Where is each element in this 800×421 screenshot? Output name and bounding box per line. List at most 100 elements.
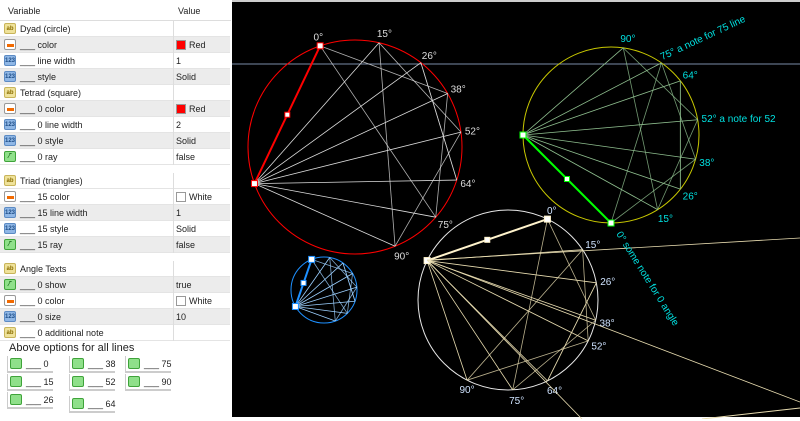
property-value[interactable]: Solid <box>176 136 196 146</box>
property-row[interactable]: ⁄‾ ___ 0 ray false <box>0 149 230 165</box>
line-toggle-button[interactable]: ___ 0 <box>7 356 53 373</box>
property-value-text: White <box>189 192 213 202</box>
number-type-icon: 123 <box>4 223 16 234</box>
property-value[interactable]: false <box>176 240 195 250</box>
property-row[interactable]: 123 ___ style Solid <box>0 69 230 85</box>
white-chord-line <box>547 218 597 321</box>
property-row[interactable]: 123 ___ 0 line width 2 <box>0 117 230 133</box>
property-value[interactable]: 10 <box>176 312 186 322</box>
property-row[interactable]: ___ color Red <box>0 37 230 53</box>
property-name: Dyad (circle) <box>20 24 71 34</box>
property-name: ___ line width <box>20 56 76 66</box>
yellow-angle-label: 75° a note for 75 line <box>659 14 748 63</box>
white-angle-line <box>426 260 468 381</box>
red-angle-label: 26° <box>422 51 437 62</box>
column-divider <box>173 261 174 277</box>
column-divider <box>173 85 174 101</box>
property-value[interactable]: Solid <box>176 72 196 82</box>
line-toggle-button[interactable]: ___ 52 <box>69 374 116 391</box>
property-row[interactable]: 123 ___ 0 size 10 <box>0 309 230 325</box>
property-value[interactable]: Solid <box>176 224 196 234</box>
red-endpoint-handle <box>316 42 324 50</box>
number-type-icon: 123 <box>4 311 16 322</box>
white-chord-line <box>467 340 589 381</box>
property-name: ___ 0 color <box>20 296 65 306</box>
property-row[interactable]: ___ 0 color Red <box>0 101 230 117</box>
line-toggle-label: ___ 38 <box>88 359 116 369</box>
red-chord-line <box>420 62 458 181</box>
variable-column-header: Variable <box>8 6 41 16</box>
property-value[interactable]: 1 <box>176 56 181 66</box>
red-angle-line <box>254 62 422 184</box>
red-chord-line <box>320 45 448 94</box>
line-toggle-button[interactable]: ___ 38 <box>69 356 116 373</box>
white-ray-line <box>426 237 800 261</box>
red-circle <box>247 39 463 255</box>
column-divider <box>173 37 174 53</box>
property-value-text: White <box>189 296 213 306</box>
red-angle-line <box>254 179 457 184</box>
property-value[interactable]: White <box>176 296 212 306</box>
property-row[interactable]: ___ 0 color White <box>0 293 230 309</box>
property-value-text: false <box>176 152 196 162</box>
white-angle-line <box>426 260 589 342</box>
red-chord-line <box>378 42 396 247</box>
property-value-text: Red <box>189 40 206 50</box>
property-row[interactable]: ___ 15 color White <box>0 189 230 205</box>
property-value[interactable]: true <box>176 280 192 290</box>
red-angle-label: 52° <box>465 127 480 138</box>
red-angle-label: 0° <box>314 32 324 43</box>
red-angle-line <box>254 183 396 247</box>
column-divider <box>173 149 174 165</box>
property-name: ___ 15 line width <box>20 208 88 218</box>
column-divider <box>173 69 174 85</box>
white-midpoint-handle <box>484 236 491 243</box>
property-name: ___ 0 style <box>20 136 64 146</box>
property-row[interactable]: ab Dyad (circle) <box>0 21 230 37</box>
property-row[interactable]: ⁄‾ ___ 0 show true <box>0 277 230 293</box>
line-toggle-button[interactable]: ___ 75 <box>125 356 172 373</box>
yellow-angle-line <box>522 134 681 190</box>
property-row[interactable]: ab ___ 0 additional note <box>0 325 230 341</box>
property-value-text: 10 <box>176 312 187 322</box>
blue-angle-line <box>295 257 331 307</box>
property-row[interactable]: 123 ___ line width 1 <box>0 53 230 69</box>
line-toggle-button[interactable]: ___ 90 <box>125 374 172 391</box>
text-type-icon: ab <box>4 23 16 34</box>
line-toggle-label: ___ 15 <box>26 377 54 387</box>
property-value[interactable]: 1 <box>176 208 181 218</box>
color-type-icon <box>4 103 16 114</box>
chart-canvas[interactable]: 0° 15° 26° 38° 52° 64° 75° 90° 15° 26° 38° 52° a no… <box>232 0 800 420</box>
boolean-type-icon <box>72 358 84 369</box>
property-value[interactable]: White <box>176 192 212 202</box>
property-value[interactable]: Red <box>176 104 206 114</box>
column-divider <box>173 133 174 149</box>
property-row[interactable]: ab Tetrad (square) <box>0 85 230 101</box>
property-row[interactable]: ab Triad (triangles) <box>0 173 230 189</box>
line-toggle-button[interactable]: ___ 26 <box>7 392 54 409</box>
value-column-header: Value <box>178 6 201 16</box>
red-chord-line <box>435 93 449 218</box>
white-chord-line <box>512 219 548 390</box>
property-row[interactable]: 123 ___ 15 style Solid <box>0 221 230 237</box>
property-row[interactable]: 123 ___ 0 style Solid <box>0 133 230 149</box>
property-row[interactable]: ⁄‾ ___ 15 ray false <box>0 237 230 253</box>
yellow-angle-label: 52° a note for 52 <box>702 114 776 125</box>
property-value-text: 1 <box>176 56 182 66</box>
column-divider <box>173 189 174 205</box>
property-row[interactable]: ab Angle Texts <box>0 261 230 277</box>
property-value[interactable]: 2 <box>176 120 181 130</box>
property-value[interactable]: false <box>176 152 195 162</box>
white-angle-label: 90° <box>460 385 475 396</box>
number-type-icon: 123 <box>4 55 16 66</box>
text-type-icon: ab <box>4 327 16 338</box>
column-divider <box>173 293 174 309</box>
property-value[interactable]: Red <box>176 40 206 50</box>
drawing[interactable]: 0° 15° 26° 38° 52° 64° 75° 90° 15° 26° 38° 52° a no… <box>232 2 800 420</box>
text-type-icon: ab <box>4 87 16 98</box>
line-toggle-button[interactable]: ___ 64 <box>69 396 116 413</box>
line-toggle-button[interactable]: ___ 15 <box>7 374 54 391</box>
property-row[interactable]: 123 ___ 15 line width 1 <box>0 205 230 221</box>
white-chord-line <box>547 282 597 382</box>
section-label: Above options for all lines <box>9 342 135 354</box>
